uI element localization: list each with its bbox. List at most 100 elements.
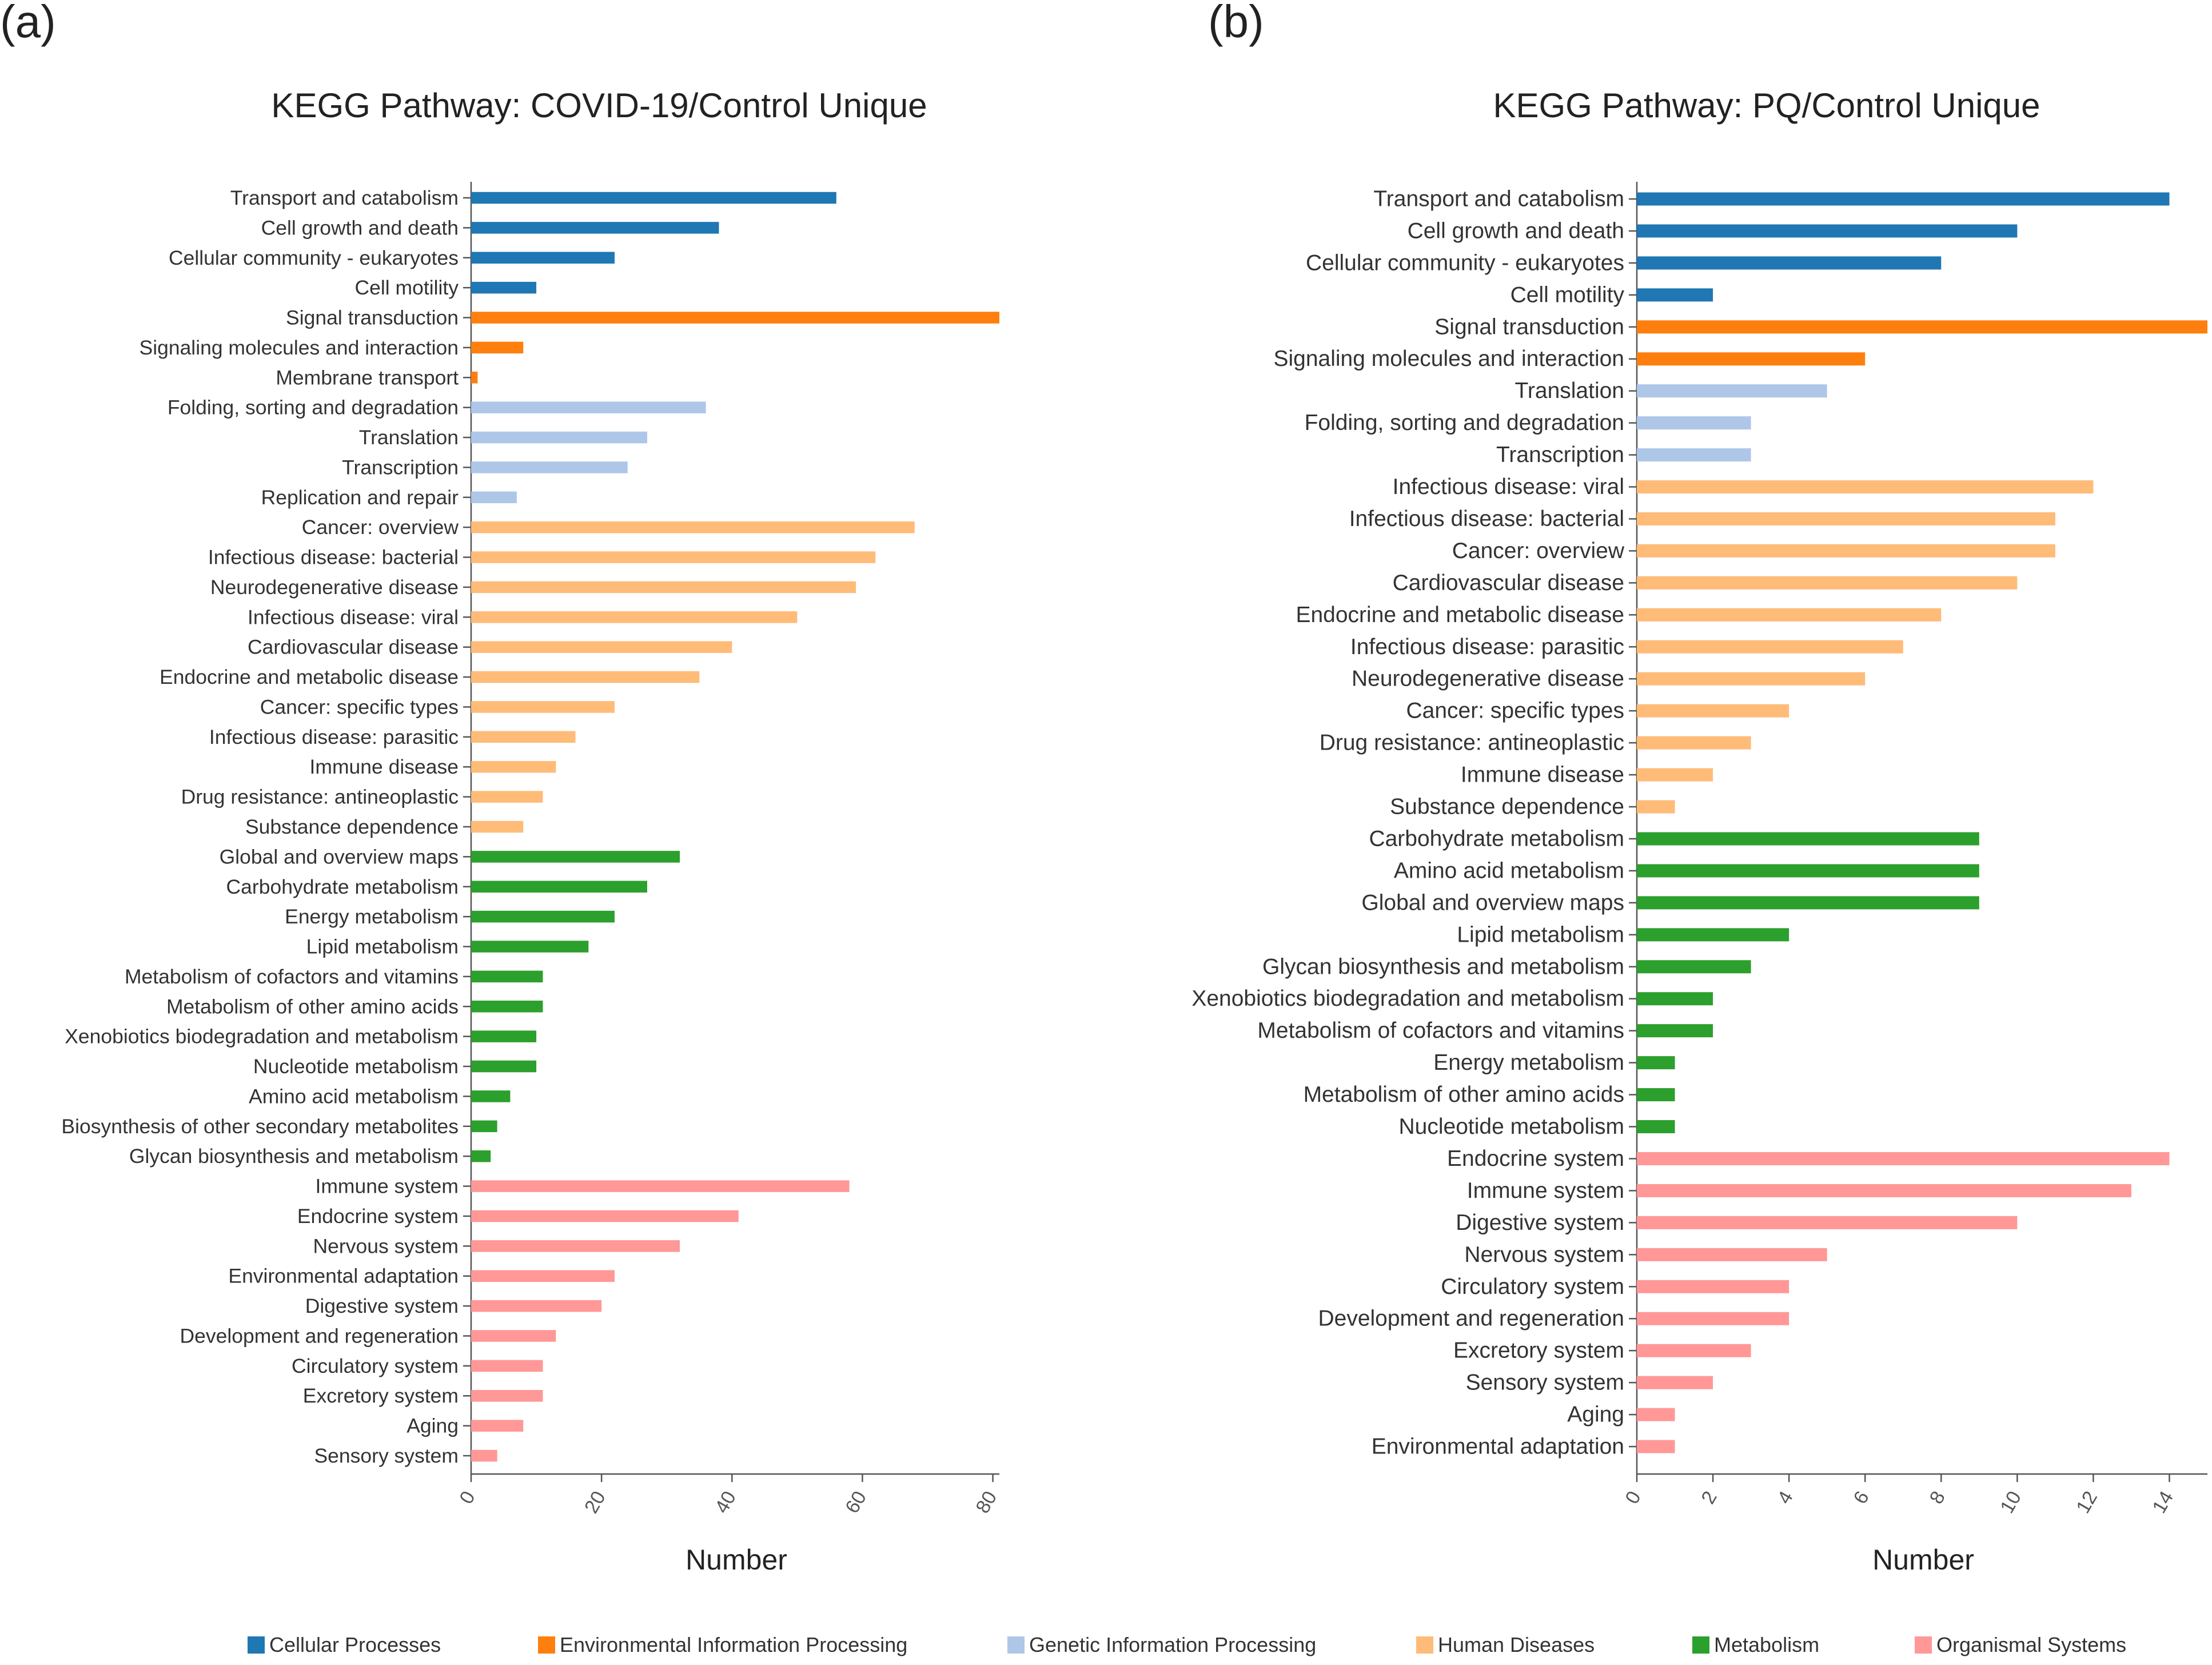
bar	[1637, 1056, 1675, 1070]
bar	[471, 970, 543, 983]
legend-swatch	[1007, 1636, 1025, 1654]
bar	[1637, 1216, 2018, 1229]
legend-swatch	[1416, 1636, 1433, 1654]
category-label: Replication and repair	[261, 486, 459, 509]
bar	[1637, 800, 1675, 814]
bar	[1637, 640, 1903, 654]
bar	[1637, 608, 1942, 622]
bar	[1637, 672, 1866, 686]
category-label: Biosynthesis of other secondary metaboli…	[61, 1115, 459, 1138]
category-label: Lipid metabolism	[1457, 922, 1624, 947]
x-tick-label: 2	[1697, 1487, 1721, 1507]
category-label: Global and overview maps	[220, 845, 459, 868]
category-label: Metabolism of cofactors and vitamins	[1257, 1018, 1624, 1043]
bar	[1637, 736, 1751, 750]
x-tick-label: 40	[711, 1487, 740, 1517]
category-label: Drug resistance: antineoplastic	[181, 786, 459, 808]
category-label: Cell motility	[1510, 282, 1625, 307]
bar	[471, 1120, 497, 1133]
category-label: Environmental adaptation	[1372, 1435, 1624, 1459]
x-tick-label: 8	[1926, 1487, 1950, 1507]
category-label: Transcription	[1496, 443, 1624, 467]
bar	[471, 1060, 537, 1073]
legend-swatch	[1915, 1636, 1932, 1654]
bar	[471, 611, 798, 623]
bar	[471, 1210, 739, 1222]
legend-label: Organismal Systems	[1936, 1633, 2127, 1656]
category-label: Cellular community - eukaryotes	[1306, 250, 1624, 275]
category-label: Digestive system	[1456, 1210, 1624, 1235]
category-label: Circulatory system	[292, 1355, 459, 1377]
category-label: Development and regeneration	[1318, 1306, 1624, 1331]
bar	[471, 581, 856, 593]
bar	[471, 671, 700, 683]
bar	[1637, 256, 1942, 270]
legend: Cellular Processes Environmental Informa…	[0, 1632, 2212, 1658]
bar	[1637, 1440, 1675, 1453]
bar	[1637, 448, 1751, 462]
bar	[1637, 1184, 2131, 1197]
bar	[471, 941, 589, 953]
bar	[471, 372, 478, 384]
category-label: Cell motility	[355, 276, 459, 299]
bar	[1637, 1248, 1827, 1261]
legend-swatch	[538, 1636, 555, 1654]
bar	[471, 791, 543, 803]
legend-label: Cellular Processes	[269, 1633, 441, 1656]
bar	[1637, 480, 2094, 494]
category-label: Signaling molecules and interaction	[140, 336, 459, 359]
x-tick-label: 60	[841, 1487, 871, 1517]
legend-item-environmental-information-processing[interactable]: Environmental Information Processing	[538, 1632, 907, 1658]
x-tick-label: 0	[455, 1487, 479, 1507]
category-label: Metabolism of other amino acids	[1304, 1082, 1624, 1107]
category-label: Infectious disease: bacterial	[1349, 507, 1624, 531]
bar	[1637, 384, 1827, 398]
category-label: Excretory system	[303, 1384, 459, 1407]
x-tick-label: 80	[971, 1487, 1001, 1517]
category-label: Xenobiotics biodegradation and metabolis…	[1191, 986, 1624, 1011]
bar	[471, 1240, 680, 1252]
category-label: Aging	[1567, 1403, 1624, 1427]
bar	[471, 521, 915, 533]
bar	[1637, 288, 1713, 302]
bar	[471, 461, 628, 473]
bar	[471, 1180, 850, 1192]
legend-item-organismal-systems[interactable]: Organismal Systems	[1915, 1632, 2126, 1658]
bar	[1637, 928, 1789, 942]
category-label: Sensory system	[1466, 1371, 1624, 1395]
legend-item-metabolism[interactable]: Metabolism	[1692, 1632, 1819, 1658]
bar	[471, 431, 647, 444]
category-label: Carbohydrate metabolism	[1369, 826, 1624, 851]
category-label: Infectious disease: viral	[1393, 475, 1624, 499]
bar	[471, 192, 836, 204]
category-label: Lipid metabolism	[306, 935, 459, 958]
category-label: Metabolism of other amino acids	[166, 995, 459, 1018]
category-label: Circulatory system	[1441, 1274, 1624, 1299]
bar	[1637, 416, 1751, 430]
x-tick-label: 4	[1773, 1487, 1797, 1507]
category-label: Neurodegenerative disease	[1352, 667, 1624, 691]
legend-label: Genetic Information Processing	[1029, 1633, 1317, 1656]
category-label: Signal transduction	[1434, 314, 1624, 339]
category-label: Cell growth and death	[261, 216, 459, 239]
bar	[1637, 864, 1979, 878]
category-label: Cancer: overview	[1452, 539, 1625, 563]
bar	[471, 1030, 537, 1042]
bar	[471, 641, 732, 653]
legend-item-genetic-information-processing[interactable]: Genetic Information Processing	[1007, 1632, 1316, 1658]
legend-swatch	[1692, 1636, 1709, 1654]
category-label: Glycan biosynthesis and metabolism	[1262, 954, 1624, 979]
category-label: Infectious disease: bacterial	[208, 546, 459, 569]
category-label: Excretory system	[1453, 1339, 1624, 1363]
bar	[471, 1360, 543, 1372]
bar	[471, 222, 719, 234]
category-label: Aging	[406, 1415, 459, 1437]
bar	[1637, 704, 1789, 718]
bar	[1637, 960, 1751, 974]
category-label: Signal transduction	[286, 306, 459, 329]
category-label: Infectious disease: parasitic	[1350, 635, 1624, 659]
legend-item-cellular-processes[interactable]: Cellular Processes	[248, 1632, 441, 1658]
legend-item-human-diseases[interactable]: Human Diseases	[1416, 1632, 1595, 1658]
category-label: Transport and catabolism	[230, 186, 459, 209]
